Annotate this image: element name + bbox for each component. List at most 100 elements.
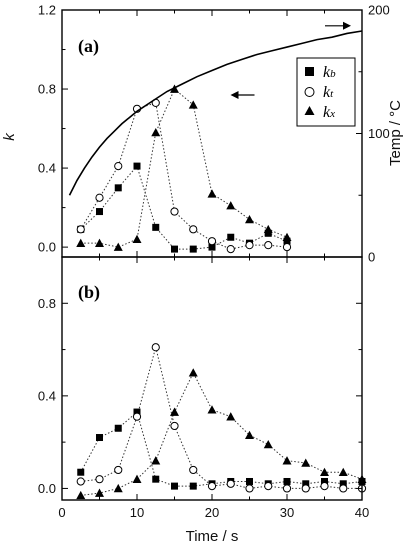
panel-b-point-kt [114,465,123,475]
panel-b-point-kb [133,408,141,416]
panel-a-point-kt [114,162,123,171]
panel-a-point-kx [76,238,86,247]
panel-b-point-kx [132,474,142,483]
legend: kb kt kx [296,57,356,127]
panel-a-point-kb [133,162,141,170]
panel-a-right-axis-label: Temp / °C [387,100,404,166]
panel-b-point-kx [170,407,179,416]
legend-label-kb-main: k [323,64,331,81]
panel-a-y-tick-label: 0.8 [38,82,56,97]
legend-label-kb: kb [323,64,336,81]
panel-a-point-kt [207,237,217,246]
panel-a-point-kb [264,229,272,237]
panel-a-point-kx [226,201,236,210]
panel-b-point-kb [77,468,85,476]
legend-label-kt-sub: t [330,88,334,100]
panel-b-label: (b) [78,282,100,303]
temperature-curve [68,30,363,196]
legend-marker-kb [305,67,314,76]
panel-a-y-tick-label: 0.4 [38,161,56,176]
panel-b-y-tick-label: 0.4 [38,388,56,403]
panel-a-point-kx [263,224,273,234]
panel-a-point-kt [76,225,85,234]
legend-label-kt: kt [323,84,334,101]
panel-a-point-kb [283,237,291,245]
panel-b-point-kt [170,421,179,431]
panel-b-point-kx [226,412,236,421]
panel-b-point-kb [321,477,328,485]
panel-a-point-kx [113,242,123,251]
panel-b-point-kx [76,490,86,500]
panel-a-y-tick-label: 0.0 [38,240,56,255]
panel-b-point-kx [245,430,254,439]
panel-b-point-kx [263,439,273,449]
panel-b-point-kx [113,483,123,493]
panel-b-point-kx [338,467,348,477]
panel-a-point-kx [245,214,254,224]
panel-b-point-kt [207,482,217,491]
panel-b-point-kt [226,479,235,488]
panel-a-point-kx [132,234,142,244]
panel-b-x-tick-label: 0 [58,505,65,520]
panel-a-point-kb [189,245,197,253]
panel-a-series-layer [76,84,292,254]
panel-b-point-kx [301,458,311,467]
panel-b-point-kt [264,482,273,491]
panel-a-axes-layer: 0.0 0.4 0.8 1.2 0 100 200 [38,3,390,265]
panel-a-point-kt [170,207,179,216]
panel-a-point-kb [152,223,160,231]
legend-label-kb-sub: b [330,68,336,80]
panel-b-point-kx [151,456,161,465]
panel-b-point-kt [76,477,85,486]
panel-a-point-kt [264,241,273,250]
legend-marker-kt [304,87,315,97]
panel-b-point-kb [302,480,310,488]
panel-b-series-line-kb [80,411,363,487]
panel-a-point-kt [95,193,104,202]
legend-label-kx-sub: x [329,108,335,120]
panel-b-x-tick-label: 10 [130,505,144,520]
panel-b-point-kx [207,405,217,414]
panel-a-y-tick-label: 1.2 [38,3,56,18]
panel-a-point-kb [227,233,235,241]
panel-b-point-kt [339,484,348,493]
panel-b-x-tick-label: 20 [205,505,219,520]
panel-b-point-kt [151,343,160,352]
panel-a-point-kt [245,241,254,250]
panel-a-point-kt [226,244,235,254]
panel-b-point-kb [152,475,160,483]
panel-b-point-kb [189,482,197,490]
legend-label-kx-main: k [323,104,331,121]
panel-a-point-kb [171,245,178,253]
panel-b-point-kx [188,368,198,377]
panel-a-label: (a) [78,36,99,57]
panel-b-y-tick-label: 0.0 [38,481,56,496]
panel-a-point-kb [114,184,122,192]
panel-b-x-tick-label: 40 [355,505,369,520]
k-axis-arrow-head [230,90,239,99]
panel-a-y2-tick-label: 0 [368,250,375,265]
panel-a-point-kb [208,243,216,251]
panel-a-point-kx [207,189,217,198]
panel-b-y-tick-label: 0.8 [38,296,56,311]
legend-label-kx: kx [323,104,335,121]
panel-b-point-kt [320,482,329,491]
panel-a-y-axis-label: k [1,132,18,141]
panel-a-temperature-layer [68,21,363,196]
panel-b-x-axis-label: Time / s [186,528,239,545]
panel-b-series-layer [76,343,367,500]
panel-b-point-kt [189,465,198,475]
panel-a-point-kx [95,238,104,247]
panel-a-point-kt [282,243,292,252]
panel-a-point-kt [189,225,198,234]
panel-b-point-kt [245,484,254,493]
panel-b: 0 10 20 30 40 0.0 0.4 0.8 (b) Time / s [38,256,369,545]
legend-label-kt-main: k [323,84,331,101]
panel-a-point-kx [151,128,161,137]
panel-b-point-kt [132,412,142,421]
panel-b-point-kt [282,484,292,493]
panel-b-axes-layer: 0 10 20 30 40 0.0 0.4 0.8 [38,256,369,520]
panel-b-series-line-kx [80,371,363,496]
panel-b-point-kx [95,488,104,497]
panel-b-point-kb [171,482,178,490]
